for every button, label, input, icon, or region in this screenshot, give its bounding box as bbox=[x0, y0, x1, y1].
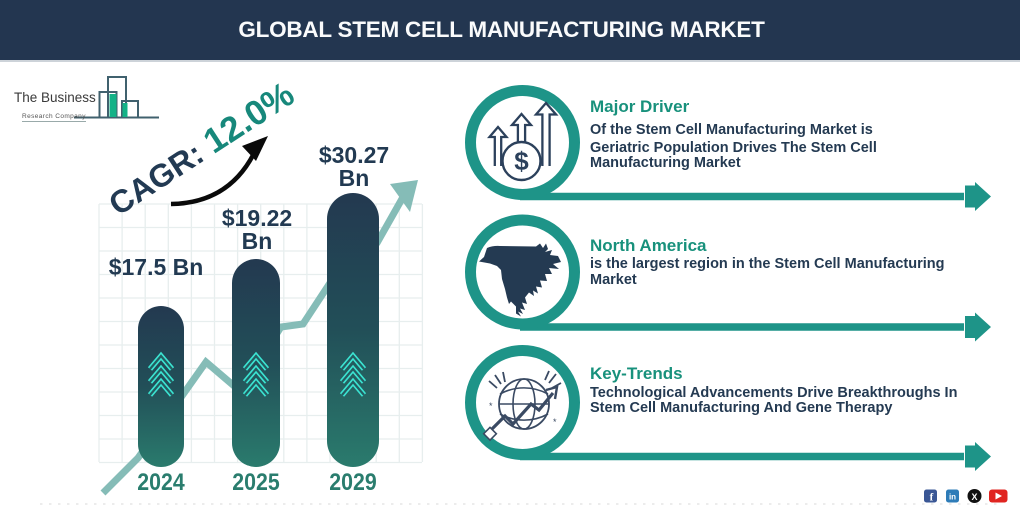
svg-text:*: * bbox=[489, 401, 493, 411]
svg-text:*: * bbox=[553, 417, 557, 427]
svg-text:X: X bbox=[971, 492, 977, 502]
svg-text:f: f bbox=[930, 492, 934, 504]
svg-text:in: in bbox=[949, 493, 956, 502]
svg-text:$: $ bbox=[514, 146, 529, 176]
